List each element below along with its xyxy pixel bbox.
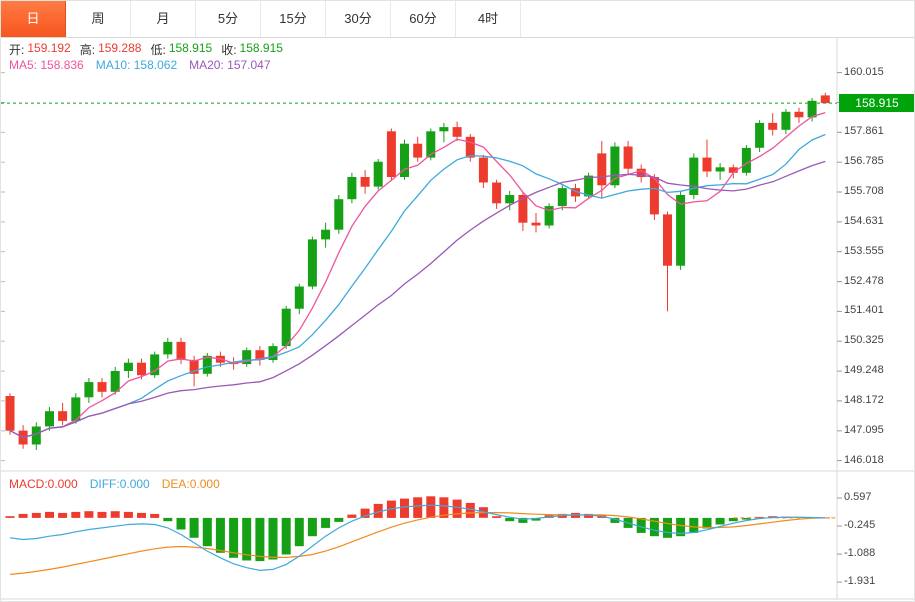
ma5-line <box>9 111 826 439</box>
ma20-readout: MA20: 157.047 <box>189 58 271 72</box>
tab-week[interactable]: 周 <box>66 1 131 37</box>
main-axis-label: 147.095 <box>844 423 884 436</box>
dea-line <box>9 512 826 575</box>
macd-axis-label: 0.597 <box>844 491 872 504</box>
main-axis-label: 155.708 <box>844 185 884 197</box>
low-label: 低: <box>150 43 166 57</box>
main-axis-label: 146.018 <box>844 453 884 466</box>
macd-axis-label: -1.931 <box>844 575 876 588</box>
tab-4hour[interactable]: 4时 <box>456 1 521 37</box>
high-label: 高: <box>79 43 96 57</box>
candles <box>5 92 830 450</box>
macd-readout: MACD:0.000 DIFF:0.000 DEA:0.000 <box>9 477 220 491</box>
main-axis-label: 148.172 <box>844 393 884 406</box>
current-price-badge: 158.915 <box>839 94 914 113</box>
main-axis-label: 154.631 <box>844 214 884 227</box>
main-axis-label: 160.015 <box>844 65 884 78</box>
macd-axis-label: -0.245 <box>844 519 876 532</box>
dea-value-readout: DEA:0.000 <box>161 477 220 491</box>
tab-month[interactable]: 月 <box>131 1 196 37</box>
ma10-readout: MA10: 158.062 <box>95 58 178 72</box>
tab-day[interactable]: 日 <box>1 1 66 37</box>
tab-5min[interactable]: 5分 <box>196 1 261 37</box>
diff-line <box>9 504 826 572</box>
diff-value-readout: DIFF:0.000 <box>89 477 150 491</box>
macd-axis-label: -1.088 <box>844 547 876 560</box>
ohlc-readout: 开: 159.192 高: 159.288 低: 158.915 收: 158.915 <box>9 41 283 58</box>
main-axis-label: 150.325 <box>844 334 884 347</box>
main-axis-label: 157.861 <box>844 125 884 138</box>
chart-area: 开: 159.192 高: 159.288 低: 158.915 收: 158.915 … <box>1 37 915 602</box>
main-axis-label: 156.785 <box>844 155 884 168</box>
open-label: 开: <box>9 43 25 57</box>
main-axis-label: 151.401 <box>844 304 884 317</box>
ma20-line <box>9 160 826 439</box>
main-axis-label: 149.248 <box>844 364 884 377</box>
main-axis-label: 152.478 <box>844 274 884 287</box>
ma-readout: MA5: 158.836 MA10: 158.062 MA20: 157.047 <box>9 58 271 72</box>
ma10-line <box>9 133 826 439</box>
tab-30min[interactable]: 30分 <box>326 1 391 37</box>
close-label: 收: <box>221 43 237 57</box>
open-value: 159.192 <box>27 41 71 55</box>
main-axis-label: 153.555 <box>844 244 884 257</box>
timeframe-tabbar: 日 周 月 5分 15分 30分 60分 4时 <box>1 1 914 38</box>
macd-value-readout: MACD:0.000 <box>9 477 78 491</box>
candlestick-chart[interactable] <box>1 37 915 602</box>
tab-60min[interactable]: 60分 <box>391 1 456 37</box>
low-value: 158.915 <box>168 41 213 55</box>
ma5-readout: MA5: 158.836 <box>9 58 84 72</box>
macd-histogram <box>5 496 830 562</box>
close-value: 158.915 <box>239 41 283 55</box>
tab-15min[interactable]: 15分 <box>261 1 326 37</box>
high-value: 159.288 <box>98 41 142 55</box>
